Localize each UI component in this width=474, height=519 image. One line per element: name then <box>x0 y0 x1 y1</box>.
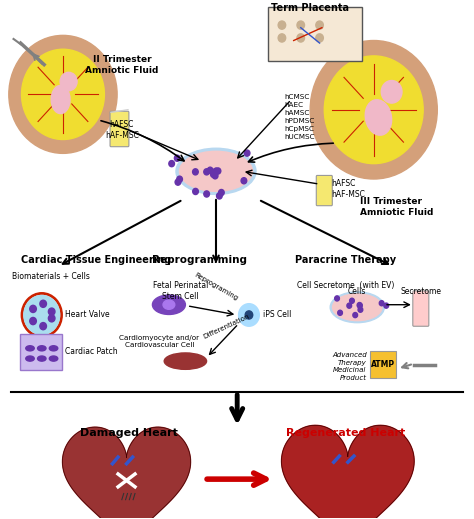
Ellipse shape <box>176 148 256 195</box>
Circle shape <box>9 35 117 154</box>
Circle shape <box>297 21 304 29</box>
Circle shape <box>357 303 362 308</box>
Circle shape <box>48 315 55 322</box>
Ellipse shape <box>330 292 384 323</box>
Text: Biomaterials + Cells: Biomaterials + Cells <box>12 271 90 281</box>
Circle shape <box>186 165 192 171</box>
Text: Secretome: Secretome <box>401 287 441 296</box>
Circle shape <box>220 162 226 168</box>
Circle shape <box>250 177 255 183</box>
Circle shape <box>357 303 362 308</box>
Circle shape <box>48 308 55 315</box>
Ellipse shape <box>333 294 382 321</box>
FancyBboxPatch shape <box>413 291 429 326</box>
Circle shape <box>226 173 231 179</box>
FancyBboxPatch shape <box>19 334 62 370</box>
Text: II Trimester
Amniotic Fluid: II Trimester Amniotic Fluid <box>85 56 158 75</box>
FancyBboxPatch shape <box>371 351 396 377</box>
Ellipse shape <box>164 353 207 370</box>
Circle shape <box>335 296 339 301</box>
Circle shape <box>215 168 220 174</box>
Text: hAFSC
hAF-MSC: hAFSC hAF-MSC <box>105 120 139 140</box>
Text: Cell Secretome  (with EV): Cell Secretome (with EV) <box>297 281 394 290</box>
Ellipse shape <box>37 356 46 361</box>
Circle shape <box>278 34 286 42</box>
Ellipse shape <box>49 356 58 361</box>
Ellipse shape <box>49 346 58 351</box>
Circle shape <box>337 310 342 316</box>
Circle shape <box>316 34 323 42</box>
Ellipse shape <box>163 300 175 309</box>
Circle shape <box>228 177 233 184</box>
Text: III Trimester
Amniotic Fluid: III Trimester Amniotic Fluid <box>360 197 433 217</box>
Text: Fetal Perinatal
Stem Cell: Fetal Perinatal Stem Cell <box>153 281 209 301</box>
Circle shape <box>239 165 245 171</box>
Ellipse shape <box>365 100 392 135</box>
Text: hAFSC
hAF-MSC: hAFSC hAF-MSC <box>331 179 365 199</box>
Ellipse shape <box>26 346 34 351</box>
Circle shape <box>358 307 363 312</box>
Circle shape <box>21 49 104 140</box>
Polygon shape <box>63 427 191 519</box>
Ellipse shape <box>37 346 46 351</box>
Circle shape <box>278 21 286 29</box>
Circle shape <box>30 305 36 312</box>
Circle shape <box>40 300 46 307</box>
Text: Heart Valve: Heart Valve <box>65 310 110 320</box>
Circle shape <box>347 303 352 308</box>
Circle shape <box>353 312 357 318</box>
Circle shape <box>202 160 208 166</box>
Text: Reprograming: Reprograming <box>194 272 239 302</box>
Ellipse shape <box>26 356 34 361</box>
Text: Damaged Heart: Damaged Heart <box>80 428 178 438</box>
Circle shape <box>384 303 389 308</box>
Circle shape <box>245 311 253 319</box>
Circle shape <box>214 181 219 187</box>
Circle shape <box>381 80 402 103</box>
Text: hCMSC
hAEC
hAMSC
hPDMSC
hCpMSC
hUCMSC: hCMSC hAEC hAMSC hPDMSC hCpMSC hUCMSC <box>284 94 315 140</box>
Ellipse shape <box>153 295 185 315</box>
Text: Advanced
Therapy
Medicinal
Product: Advanced Therapy Medicinal Product <box>332 352 367 381</box>
Circle shape <box>252 158 258 164</box>
Circle shape <box>350 298 355 303</box>
FancyBboxPatch shape <box>316 175 332 206</box>
Circle shape <box>310 40 438 179</box>
Text: Cells: Cells <box>348 287 366 296</box>
Text: Cardiomyocyte and/or
Cardiovascular Cell: Cardiomyocyte and/or Cardiovascular Cell <box>119 335 200 348</box>
Circle shape <box>379 301 384 306</box>
Text: iPS Cell: iPS Cell <box>263 310 292 320</box>
Text: Cardiac Patch: Cardiac Patch <box>65 347 118 357</box>
Circle shape <box>60 72 77 91</box>
Text: Paracrine Therapy: Paracrine Therapy <box>295 255 396 265</box>
Circle shape <box>237 177 243 184</box>
Circle shape <box>297 34 304 42</box>
FancyBboxPatch shape <box>268 7 362 61</box>
FancyBboxPatch shape <box>110 111 129 147</box>
Circle shape <box>316 21 323 29</box>
Circle shape <box>210 166 215 172</box>
Circle shape <box>242 156 247 162</box>
Circle shape <box>24 295 60 334</box>
Circle shape <box>324 56 423 163</box>
Circle shape <box>209 168 215 174</box>
Circle shape <box>219 161 225 168</box>
Circle shape <box>30 318 36 325</box>
Text: Reprogramming: Reprogramming <box>152 255 247 265</box>
Text: Regenerated Heart: Regenerated Heart <box>286 428 405 438</box>
Circle shape <box>40 323 46 330</box>
Text: ATMP: ATMP <box>371 360 395 368</box>
Ellipse shape <box>51 86 70 114</box>
Text: Cardiac Tissue Engineering: Cardiac Tissue Engineering <box>20 255 171 265</box>
Polygon shape <box>282 425 414 519</box>
Ellipse shape <box>180 152 253 192</box>
Circle shape <box>211 187 217 193</box>
Text: Term Placenta: Term Placenta <box>271 3 349 13</box>
Circle shape <box>238 304 259 326</box>
Circle shape <box>250 170 256 176</box>
Circle shape <box>253 180 259 186</box>
Text: Differentiation: Differentiation <box>203 313 251 340</box>
